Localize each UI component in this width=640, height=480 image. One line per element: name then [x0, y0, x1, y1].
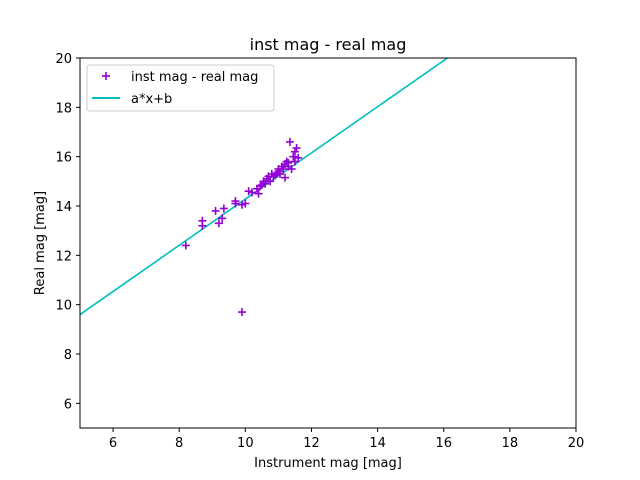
scatter-point [294, 153, 303, 162]
x-tick-label: 6 [109, 436, 117, 451]
scatter-point [219, 204, 228, 213]
scatter-point [214, 219, 223, 228]
x-tick-label: 14 [369, 436, 386, 451]
scatter-point [274, 165, 283, 173]
scatter-point [287, 165, 296, 173]
plot-area [80, 58, 449, 317]
y-tick-label: 8 [64, 348, 72, 363]
y-tick-label: 14 [55, 200, 72, 215]
x-tick-label: 12 [303, 436, 320, 451]
scatter-point [281, 173, 290, 182]
fit-line [80, 58, 449, 316]
scatter-point [241, 199, 250, 208]
y-tick-label: 10 [55, 299, 72, 314]
scatter-point [289, 152, 298, 161]
scatter-point [261, 179, 270, 188]
x-tick-label: 8 [175, 436, 183, 451]
x-tick-label: 10 [237, 436, 254, 451]
y-tick-label: 6 [64, 397, 72, 412]
x-tick-label: 20 [568, 436, 585, 451]
y-tick-label: 16 [55, 151, 72, 166]
legend: inst mag - real mag a*x+b [86, 64, 275, 112]
chart-title: inst mag - real mag [250, 35, 407, 54]
y-tick-label: 20 [55, 52, 72, 67]
scatter-point [231, 199, 240, 208]
scatter-point [254, 189, 263, 198]
scatter-point [198, 221, 207, 230]
scatter-point [181, 241, 190, 250]
y-tick-label: 12 [55, 249, 72, 264]
x-tick-label: 18 [502, 436, 519, 451]
scatter-point [247, 188, 256, 197]
scatter-point [211, 206, 220, 215]
scatter-point [266, 177, 275, 186]
scatter-point [290, 147, 299, 156]
scatter-point [282, 157, 291, 166]
x-axis: 6 8 10 12 14 16 18 20 [109, 428, 584, 451]
plot-frame [79, 57, 577, 429]
legend-marker-scatter [102, 72, 110, 80]
legend-plus-icon [102, 72, 110, 80]
legend-box [86, 64, 275, 112]
legend-label-line: a*x+b [131, 92, 172, 107]
scatter-point [256, 182, 265, 191]
y-axis: 6 8 10 12 14 16 18 20 [55, 52, 80, 412]
x-axis-label: Instrument mag [mag] [254, 456, 402, 471]
scatter-point [218, 214, 227, 223]
x-tick-label: 16 [435, 436, 452, 451]
y-tick-label: 18 [55, 101, 72, 116]
scatter-point [284, 158, 293, 167]
scatter-point [292, 144, 301, 153]
scatter-point [238, 308, 247, 317]
scatter-point [285, 137, 294, 146]
legend-label-scatter: inst mag - real mag [131, 70, 258, 85]
y-axis-label: Real mag [mag] [33, 191, 48, 295]
scatter-point [276, 169, 285, 178]
